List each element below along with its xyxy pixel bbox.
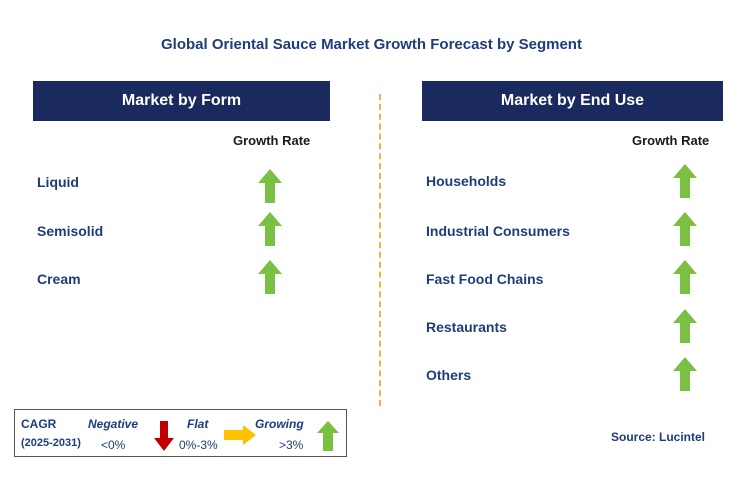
row-label-others: Others	[426, 367, 472, 383]
green-up-arrow-icon	[258, 212, 282, 246]
growth-rate-label-form: Growth Rate	[233, 133, 311, 148]
row-label-fast-food-chains: Fast Food Chains	[426, 271, 544, 287]
legend-cagr-label: CAGR	[21, 417, 57, 431]
cagr-legend: CAGR (2025-2031) Negative <0% Flat 0%-3%…	[14, 409, 347, 457]
row-label-semisolid: Semisolid	[37, 223, 104, 239]
legend-growing-label: Growing	[255, 417, 304, 431]
legend-growing-range: >3%	[279, 438, 304, 452]
green-up-arrow-icon	[673, 212, 697, 246]
yellow-right-arrow-icon	[224, 425, 256, 445]
green-up-arrow-icon	[258, 169, 282, 203]
page-title: Global Oriental Sauce Market Growth Fore…	[161, 36, 582, 53]
green-up-arrow-icon	[673, 309, 697, 343]
legend-negative-label: Negative	[88, 417, 139, 431]
legend-flat-range: 0%-3%	[179, 438, 218, 452]
green-up-arrow-icon	[317, 421, 339, 451]
row-label-industrial-consumers: Industrial Consumers	[426, 223, 570, 239]
row-label-cream: Cream	[37, 271, 81, 287]
red-down-arrow-icon	[154, 421, 174, 451]
green-up-arrow-icon	[673, 357, 697, 391]
legend-flat-label: Flat	[187, 417, 209, 431]
legend-negative-range: <0%	[101, 438, 126, 452]
row-label-households: Households	[426, 173, 507, 189]
panel-header-form: Market by Form	[33, 81, 330, 121]
legend-period-label: (2025-2031)	[21, 437, 81, 449]
growth-rate-label-end-use: Growth Rate	[632, 133, 710, 148]
source-label: Source: Lucintel	[611, 430, 706, 444]
panel-header-end-use: Market by End Use	[422, 81, 723, 121]
panel-divider	[379, 94, 381, 406]
green-up-arrow-icon	[673, 164, 697, 198]
green-up-arrow-icon	[673, 260, 697, 294]
row-label-restaurants: Restaurants	[426, 319, 507, 335]
row-label-liquid: Liquid	[37, 174, 79, 190]
green-up-arrow-icon	[258, 260, 282, 294]
